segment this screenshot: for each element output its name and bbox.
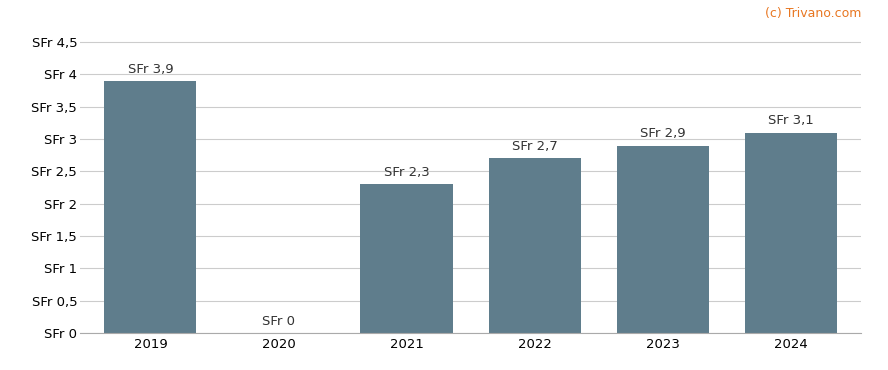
Bar [361,184,453,333]
Bar [616,145,709,333]
Text: SFr 0: SFr 0 [262,315,295,328]
Text: (c) Trivano.com: (c) Trivano.com [765,7,861,20]
Bar [488,158,581,333]
Text: SFr 3,9: SFr 3,9 [128,63,173,76]
Bar [104,81,196,333]
Text: SFr 2,3: SFr 2,3 [384,166,430,179]
Text: SFr 2,9: SFr 2,9 [640,127,686,140]
Text: SFr 2,7: SFr 2,7 [511,140,558,153]
Bar [745,132,837,333]
Text: SFr 3,1: SFr 3,1 [768,114,813,127]
